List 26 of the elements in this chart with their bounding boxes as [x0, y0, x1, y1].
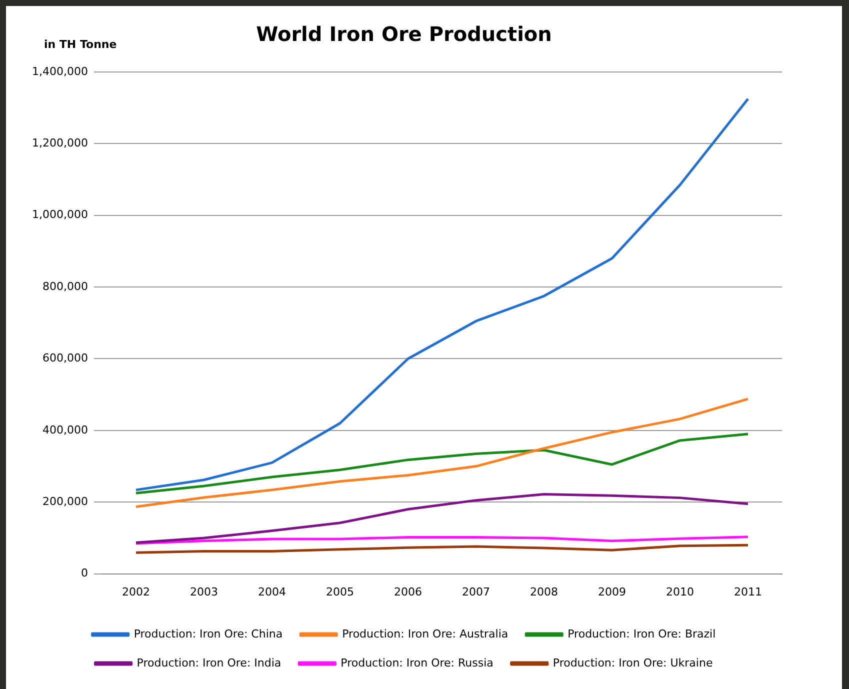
y-tick-label: 1,000,000 [32, 208, 88, 222]
x-tick-label: 2010 [666, 585, 694, 598]
legend-label: Production: Iron Ore: India [136, 656, 282, 670]
x-tick-label: 2003 [190, 585, 218, 598]
legend-label: Production: Iron Ore: Australia [342, 627, 508, 640]
x-tick-label: 2011 [734, 585, 762, 598]
y-tick-label: 600,000 [42, 352, 88, 365]
x-tick-label: 2005 [326, 585, 354, 598]
chart-title: World Iron Ore Production [256, 22, 552, 46]
y-tick-label: 1,200,000 [32, 136, 88, 150]
legend-label: Production: Iron Ore: Brazil [568, 627, 716, 640]
legend-label: Production: Iron Ore: Russia [340, 656, 494, 670]
y-tick-label: 400,000 [42, 423, 88, 436]
x-tick-label: 2009 [598, 585, 626, 598]
x-tick-label: 2008 [530, 585, 558, 598]
x-tick-label: 2006 [394, 585, 422, 598]
y-tick-label: 1,400,000 [32, 64, 88, 78]
y-tick-label: 0 [80, 566, 88, 580]
y-tick-label: 800,000 [42, 280, 88, 293]
x-tick-label: 2007 [462, 585, 490, 598]
y-tick-label: 200,000 [42, 494, 88, 508]
legend-label: Production: Iron Ore: China [134, 627, 283, 640]
x-tick-label: 2004 [258, 585, 286, 598]
legend-label: Production: Iron Ore: Ukraine [552, 656, 713, 670]
x-tick-label: 2002 [122, 585, 150, 598]
y-axis-title: in TH Tonne [44, 38, 117, 51]
